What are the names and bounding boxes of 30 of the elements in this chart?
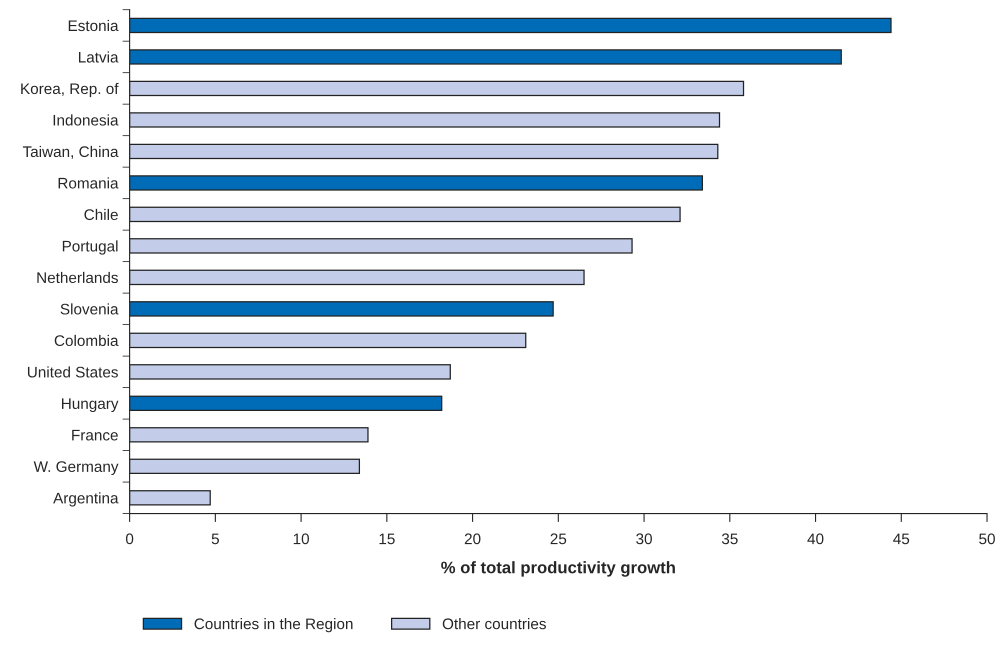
legend-label: Countries in the Region: [194, 618, 352, 632]
x-tick-label: 10: [294, 533, 309, 544]
y-tick-label: Portugal: [62, 240, 118, 255]
y-tick-label: Estonia: [68, 20, 118, 32]
y-tick-label: Taiwan, China: [22, 146, 119, 159]
y-tick-label: Indonesia: [54, 114, 119, 126]
y-tick-label: Latvia: [78, 51, 118, 63]
x-tick-label: 20: [464, 533, 480, 544]
y-tick-label: France: [72, 430, 118, 441]
x-tick-label: 0: [126, 533, 134, 544]
x-tick-label: 15: [380, 534, 395, 544]
x-tick-label: 35: [722, 533, 738, 544]
x-tick-label: 25: [550, 533, 566, 544]
y-tick-label: Netherlands: [37, 272, 118, 284]
x-tick-label: 50: [979, 533, 995, 544]
y-tick-label: Argentina: [53, 492, 118, 507]
y-tick-label: Slovenia: [60, 303, 118, 315]
x-axis-title: % of total productivity growth: [441, 561, 675, 577]
y-tick-label: United States: [28, 366, 118, 378]
y-tick-label: Romania: [58, 177, 118, 189]
x-tick-label: 30: [636, 533, 652, 544]
y-tick-label: Chile: [84, 208, 118, 220]
y-tick-label: W. Germany: [34, 461, 118, 476]
x-tick-label: 40: [807, 533, 824, 544]
y-tick-label: Korea, Rep. of: [21, 82, 119, 98]
x-tick-label: 45: [893, 534, 910, 544]
y-tick-label: Colombia: [54, 334, 118, 346]
y-tick-label: Hungary: [62, 398, 118, 412]
legend-label: Other countries: [442, 618, 546, 630]
x-tick-label: 5: [212, 534, 219, 544]
